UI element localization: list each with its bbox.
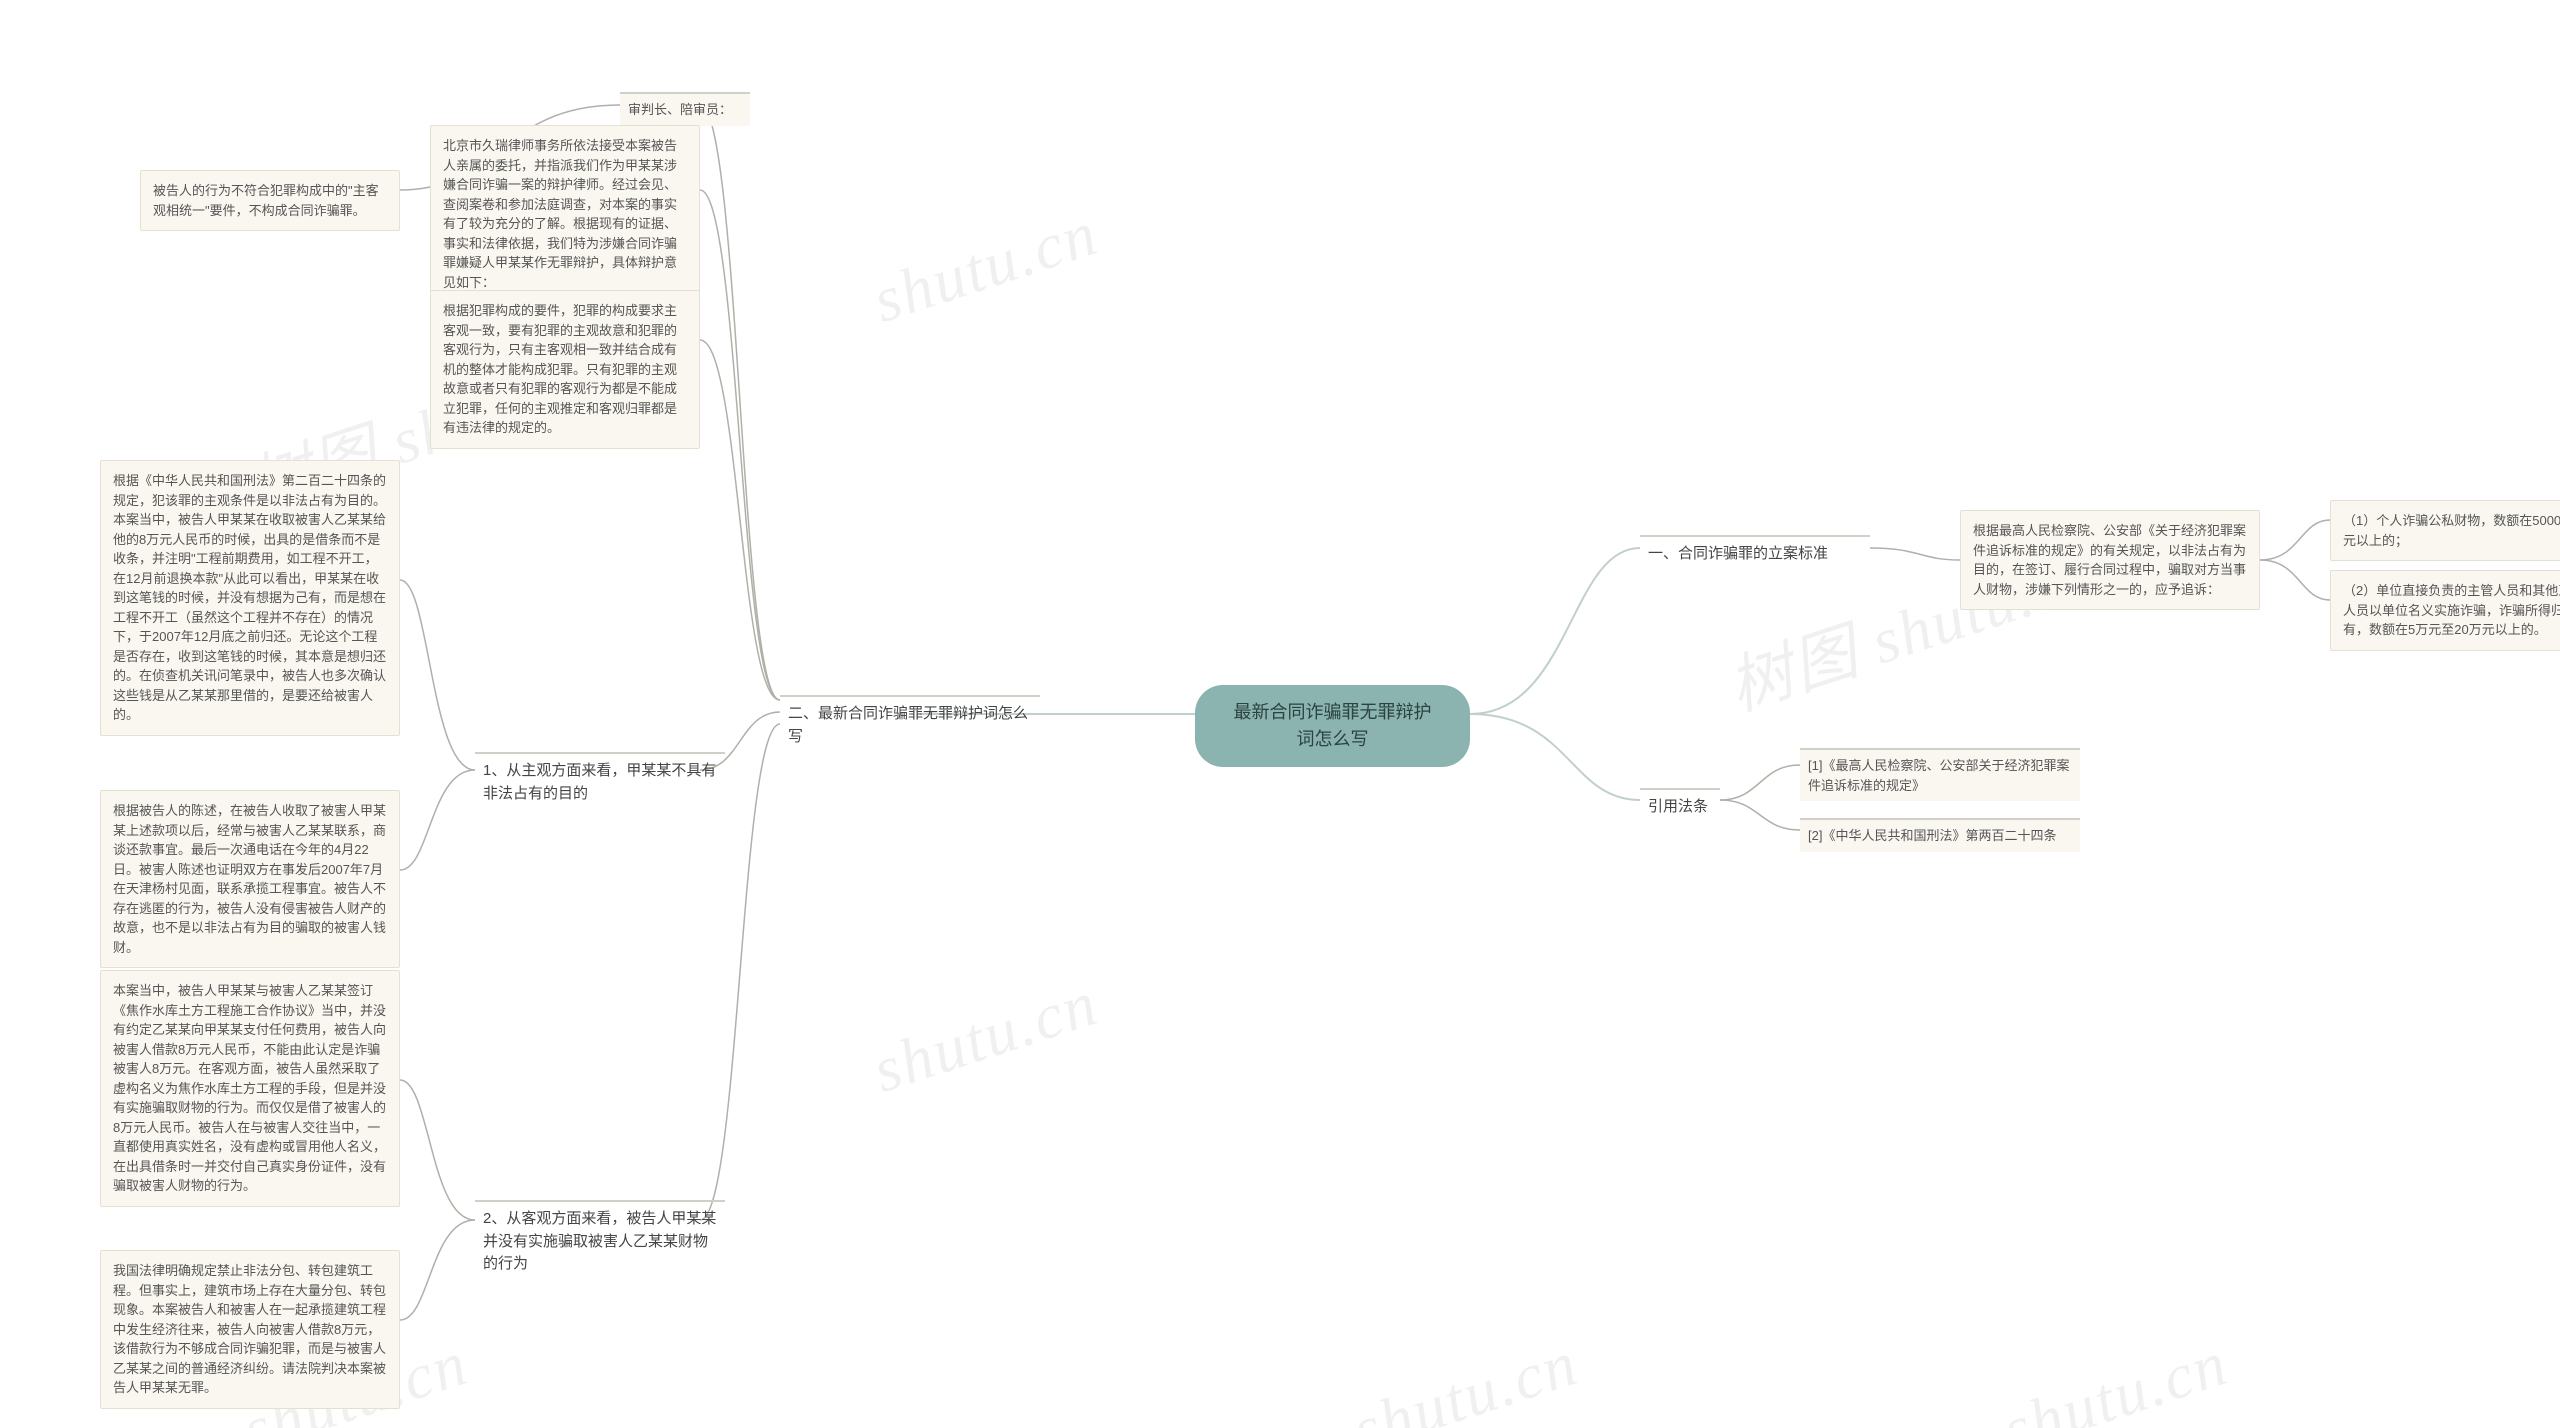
filing-intro[interactable]: 根据最高人民检察院、公安部《关于经济犯罪案件追诉标准的规定》的有关规定，以非法占… <box>1960 510 2260 610</box>
header-theory[interactable]: 根据犯罪构成的要件，犯罪的构成要求主客观一致，要有犯罪的主观故意和犯罪的客观行为… <box>430 290 700 449</box>
header-intro[interactable]: 北京市久瑞律师事务所依法接受本案被告人亲属的委托，并指派我们作为甲某某涉嫌合同诈… <box>430 125 700 303</box>
citation-2[interactable]: [2]《中华人民共和国刑法》第两百二十四条 <box>1800 818 2080 852</box>
sub1-item-1[interactable]: 根据《中华人民共和国刑法》第二百二十四条的规定，犯该罪的主观条件是以非法占有为目… <box>100 460 400 736</box>
top-extra[interactable]: 被告人的行为不符合犯罪构成中的"主客观相统一"要件，不构成合同诈骗罪。 <box>140 170 400 231</box>
citation-1[interactable]: [1]《最高人民检察院、公安部关于经济犯罪案件追诉标准的规定》 <box>1800 748 2080 801</box>
section-defense-label: 二、最新合同诈骗罪无罪辩护词怎么写 <box>788 705 1028 745</box>
filing-item-2[interactable]: （2）单位直接负责的主管人员和其他直接责任人员以单位名义实施诈骗，诈骗所得归单位… <box>2330 570 2560 651</box>
section-defense[interactable]: 二、最新合同诈骗罪无罪辩护词怎么写 <box>780 695 1040 754</box>
sub2-label[interactable]: 2、从客观方面来看，被告人甲某某并没有实施骗取被害人乙某某财物的行为 <box>475 1200 725 1282</box>
center-line2: 词怎么写 <box>1223 726 1442 753</box>
filing-item-1[interactable]: （1）个人诈骗公私财物，数额在5000元至2万元以上的； <box>2330 500 2560 561</box>
sub1-item-2[interactable]: 根据被告人的陈述，在被告人收取了被害人甲某某上述款项以后，经常与被害人乙某某联系… <box>100 790 400 968</box>
sub2-item-1[interactable]: 本案当中，被告人甲某某与被害人乙某某签订《焦作水库土方工程施工合作协议》当中，并… <box>100 970 400 1207</box>
center-topic[interactable]: 最新合同诈骗罪无罪辩护 词怎么写 <box>1195 685 1470 767</box>
sub1-label[interactable]: 1、从主观方面来看，甲某某不具有非法占有的目的 <box>475 752 725 811</box>
sub2-item-2[interactable]: 我国法律明确规定禁止非法分包、转包建筑工程。但事实上，建筑市场上存在大量分包、转… <box>100 1250 400 1409</box>
header-greeting[interactable]: 审判长、陪审员： <box>620 92 750 126</box>
center-line1: 最新合同诈骗罪无罪辩护 <box>1223 699 1442 726</box>
section-citations[interactable]: 引用法条 <box>1640 788 1720 825</box>
section-filing-standard[interactable]: 一、合同诈骗罪的立案标准 <box>1640 535 1870 572</box>
